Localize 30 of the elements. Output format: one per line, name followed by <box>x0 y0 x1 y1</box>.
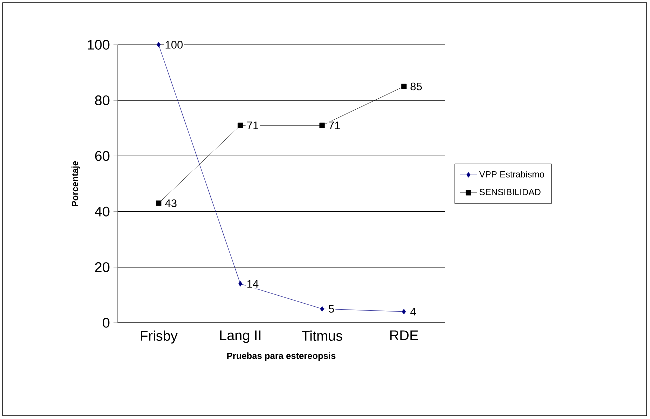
y-tick-label: 40 <box>95 206 110 217</box>
x-tick-label: Lang II <box>220 330 261 344</box>
data-label: 71 <box>247 122 258 130</box>
data-label: 85 <box>410 82 422 91</box>
y-tick-label: 0 <box>103 318 110 328</box>
point <box>401 84 407 90</box>
x-axis-title: Pruebas para estereopsis <box>228 352 336 361</box>
data-label: 43 <box>165 200 177 208</box>
data-label: 14 <box>248 280 259 288</box>
y-tick-label: 80 <box>95 96 110 106</box>
x-tick-label: Frisby <box>141 330 178 344</box>
x-tick-label: Titmus <box>302 330 343 342</box>
point <box>402 309 406 315</box>
y-axis-title: Porcentaje <box>72 161 80 206</box>
y-tick-label: 20 <box>95 262 110 272</box>
data-label: 4 <box>410 308 416 316</box>
data-label: 71 <box>329 122 340 130</box>
data-label: 5 <box>329 305 334 313</box>
y-tick-label: 100 <box>88 40 110 50</box>
y-tick-label: 60 <box>95 151 110 162</box>
legend-label: VPP Estrabismo <box>479 171 544 178</box>
point <box>238 281 243 287</box>
point <box>320 306 324 312</box>
point <box>238 122 244 128</box>
x-tick-label: RDE <box>390 330 418 340</box>
point <box>156 42 161 48</box>
point <box>156 200 162 206</box>
point <box>320 122 326 128</box>
data-label: 100 <box>166 41 183 49</box>
legend-label: SENSIBILIDAD <box>480 189 541 196</box>
